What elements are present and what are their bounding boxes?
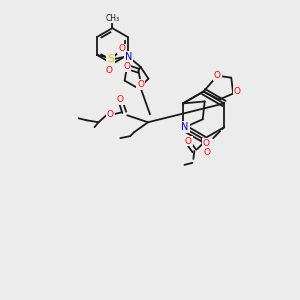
Text: O: O <box>214 71 221 80</box>
Text: CH₃: CH₃ <box>105 14 119 23</box>
Text: O: O <box>117 95 124 104</box>
Text: O: O <box>118 44 125 53</box>
Text: O: O <box>137 80 144 89</box>
Text: O: O <box>203 139 210 148</box>
Text: S: S <box>107 54 114 64</box>
Text: O: O <box>105 66 112 75</box>
Text: O: O <box>107 110 114 119</box>
Text: O: O <box>185 136 192 146</box>
Text: O: O <box>204 148 211 158</box>
Text: O: O <box>234 87 241 96</box>
Text: O: O <box>123 62 130 71</box>
Text: N: N <box>125 52 132 62</box>
Text: N: N <box>181 122 189 132</box>
